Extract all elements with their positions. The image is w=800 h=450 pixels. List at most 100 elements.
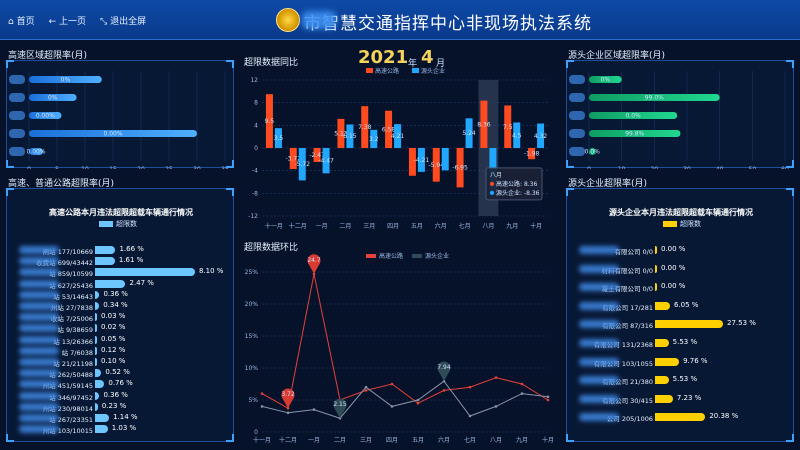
yoy-xtick: 三月 [363, 223, 375, 230]
back-icon: ← [48, 17, 57, 27]
hw-bar [29, 148, 43, 155]
list-row: 闸站 177/10669 1.66 % [7, 245, 235, 256]
sr-bar-label: 0.0% [625, 113, 641, 120]
mom-point [520, 392, 524, 395]
row-bar [655, 264, 657, 273]
yoy-bar [370, 129, 378, 148]
row-name: 凝土有限公司 0/0 [601, 285, 653, 294]
row-name: 站 7/6038 [61, 348, 93, 357]
hw-name-redacted [9, 93, 25, 102]
hw-tick: 30 [193, 166, 201, 169]
list-row: 有限公司 30/415 7.23 % [567, 394, 795, 405]
mom-point [442, 389, 446, 392]
row-value: 0.02 % [101, 323, 126, 332]
redacted-name [579, 264, 619, 273]
source-region-title: 源头企业区域超限率(月) [568, 51, 666, 61]
yoy-legend-label: 高速公路 [375, 67, 399, 75]
yoy-bar [480, 100, 488, 148]
mom-xtick: 七月 [464, 436, 476, 444]
row-value: 0.36 % [103, 390, 128, 399]
row-bar [95, 335, 97, 344]
mom-marker-pin [281, 388, 295, 409]
redacted-name [19, 257, 59, 266]
yoy-data-label: 7.38 [358, 124, 372, 131]
yoy-data-label: -3.72 [285, 156, 301, 163]
hw-tick: 20 [137, 166, 145, 169]
row-name: 站 13/26366 [53, 337, 93, 346]
mom-ytick: 0 [254, 429, 258, 436]
row-name: 有限公司 17/281 [602, 303, 653, 312]
row-name: 站 262/50488 [49, 371, 93, 380]
yoy-data-label: -1.98 [524, 151, 540, 158]
mom-point [312, 408, 316, 411]
yoy-bar [394, 124, 402, 148]
mom-point [494, 405, 498, 408]
redacted-name [19, 425, 59, 434]
redacted-name [19, 313, 59, 322]
yoy-bar [441, 148, 449, 171]
row-bar [95, 358, 97, 366]
sr-name-redacted [569, 111, 585, 120]
mom-ytick: 5% [248, 397, 258, 404]
back-button[interactable]: ← 上一页 [48, 17, 87, 27]
mom-xtick: 十月 [542, 436, 554, 444]
yoy-xtick: 九月 [506, 222, 518, 230]
row-name: 闸站 177/10669 [42, 248, 93, 256]
mom-point [442, 379, 446, 383]
redacted-name [19, 279, 59, 288]
hw-name-redacted [9, 129, 25, 138]
redacted-name [19, 346, 59, 355]
list-row: 站 262/50488 0.52 % [7, 368, 235, 380]
row-name: 州站 27/7838 [50, 304, 93, 312]
yoy-bar [528, 148, 536, 160]
list-row: 收费站 699/43442 1.61 % [7, 256, 235, 267]
hw-bar-label: 0% [48, 95, 58, 102]
page-title: 市智慧交通指挥中心非现场执法系统 [304, 14, 592, 34]
yoy-tooltip-row: 源头企业: -8.36 [496, 189, 540, 197]
mom-marker-pin [333, 398, 347, 419]
exit-fullscreen-button[interactable]: ⤡ 退出全屏 [100, 17, 147, 27]
home-button[interactable]: ⌂ 首页 [8, 17, 35, 27]
list-row: 站 13/26366 0.05 % [7, 335, 235, 346]
list-row: 有限公司 0/0 0.00 % [567, 245, 795, 256]
row-bar [655, 339, 669, 347]
yoy-bar [322, 148, 330, 174]
hw-bar-label: 0% [61, 77, 71, 84]
row-bar [655, 357, 680, 366]
list-row: 有限公司 21/380 5.53 % [567, 375, 795, 386]
yoy-tooltip-row: 高速公路: 8.36 [496, 180, 537, 188]
mom-point [390, 405, 394, 408]
row-value: 1.66 % [119, 245, 144, 253]
hw-bar [29, 94, 77, 101]
yoy-chart[interactable]: 高速公路 源头企业12840-4-8-12十一月9.53.5十二月-3.72-5.… [240, 66, 556, 236]
source-enterprise-panel: 源头企业本月违法超限超载车辆通行情况 超限数 有限公司 0/0 0.00 % 材料有… [566, 188, 794, 442]
yoy-data-label: -2.47 [309, 152, 325, 159]
sr-name-redacted [569, 75, 585, 84]
redacted-name [19, 302, 59, 310]
yoy-bar [313, 148, 321, 162]
sr-name-redacted [569, 147, 585, 156]
sr-bar [589, 94, 720, 101]
redacted-name [19, 324, 59, 333]
row-name: 公司 205/1006 [606, 415, 653, 424]
row-bar [655, 394, 673, 403]
list-row: 州站 230/98014 0.23 % [7, 402, 235, 413]
yoy-bar [298, 148, 306, 181]
yoy-xtick: 六月 [435, 222, 447, 230]
sr-bar-label: 0% [601, 77, 611, 84]
mom-point [364, 385, 368, 389]
row-bar [655, 283, 657, 292]
yoy-bar [346, 124, 354, 148]
yoy-xtick: 八月 [482, 223, 494, 230]
row-value: 5.53 % [672, 338, 698, 346]
yoy-bar [504, 105, 512, 148]
mom-point [364, 389, 368, 392]
row-value: 27.53 % [727, 319, 756, 328]
row-name: 站 859/10599 [49, 270, 93, 279]
row-name: 收站 7/25006 [50, 315, 93, 324]
yoy-bar [337, 118, 345, 148]
mom-point [494, 376, 498, 379]
sr-tick: 50 [749, 166, 757, 169]
hw-bar [29, 130, 197, 137]
